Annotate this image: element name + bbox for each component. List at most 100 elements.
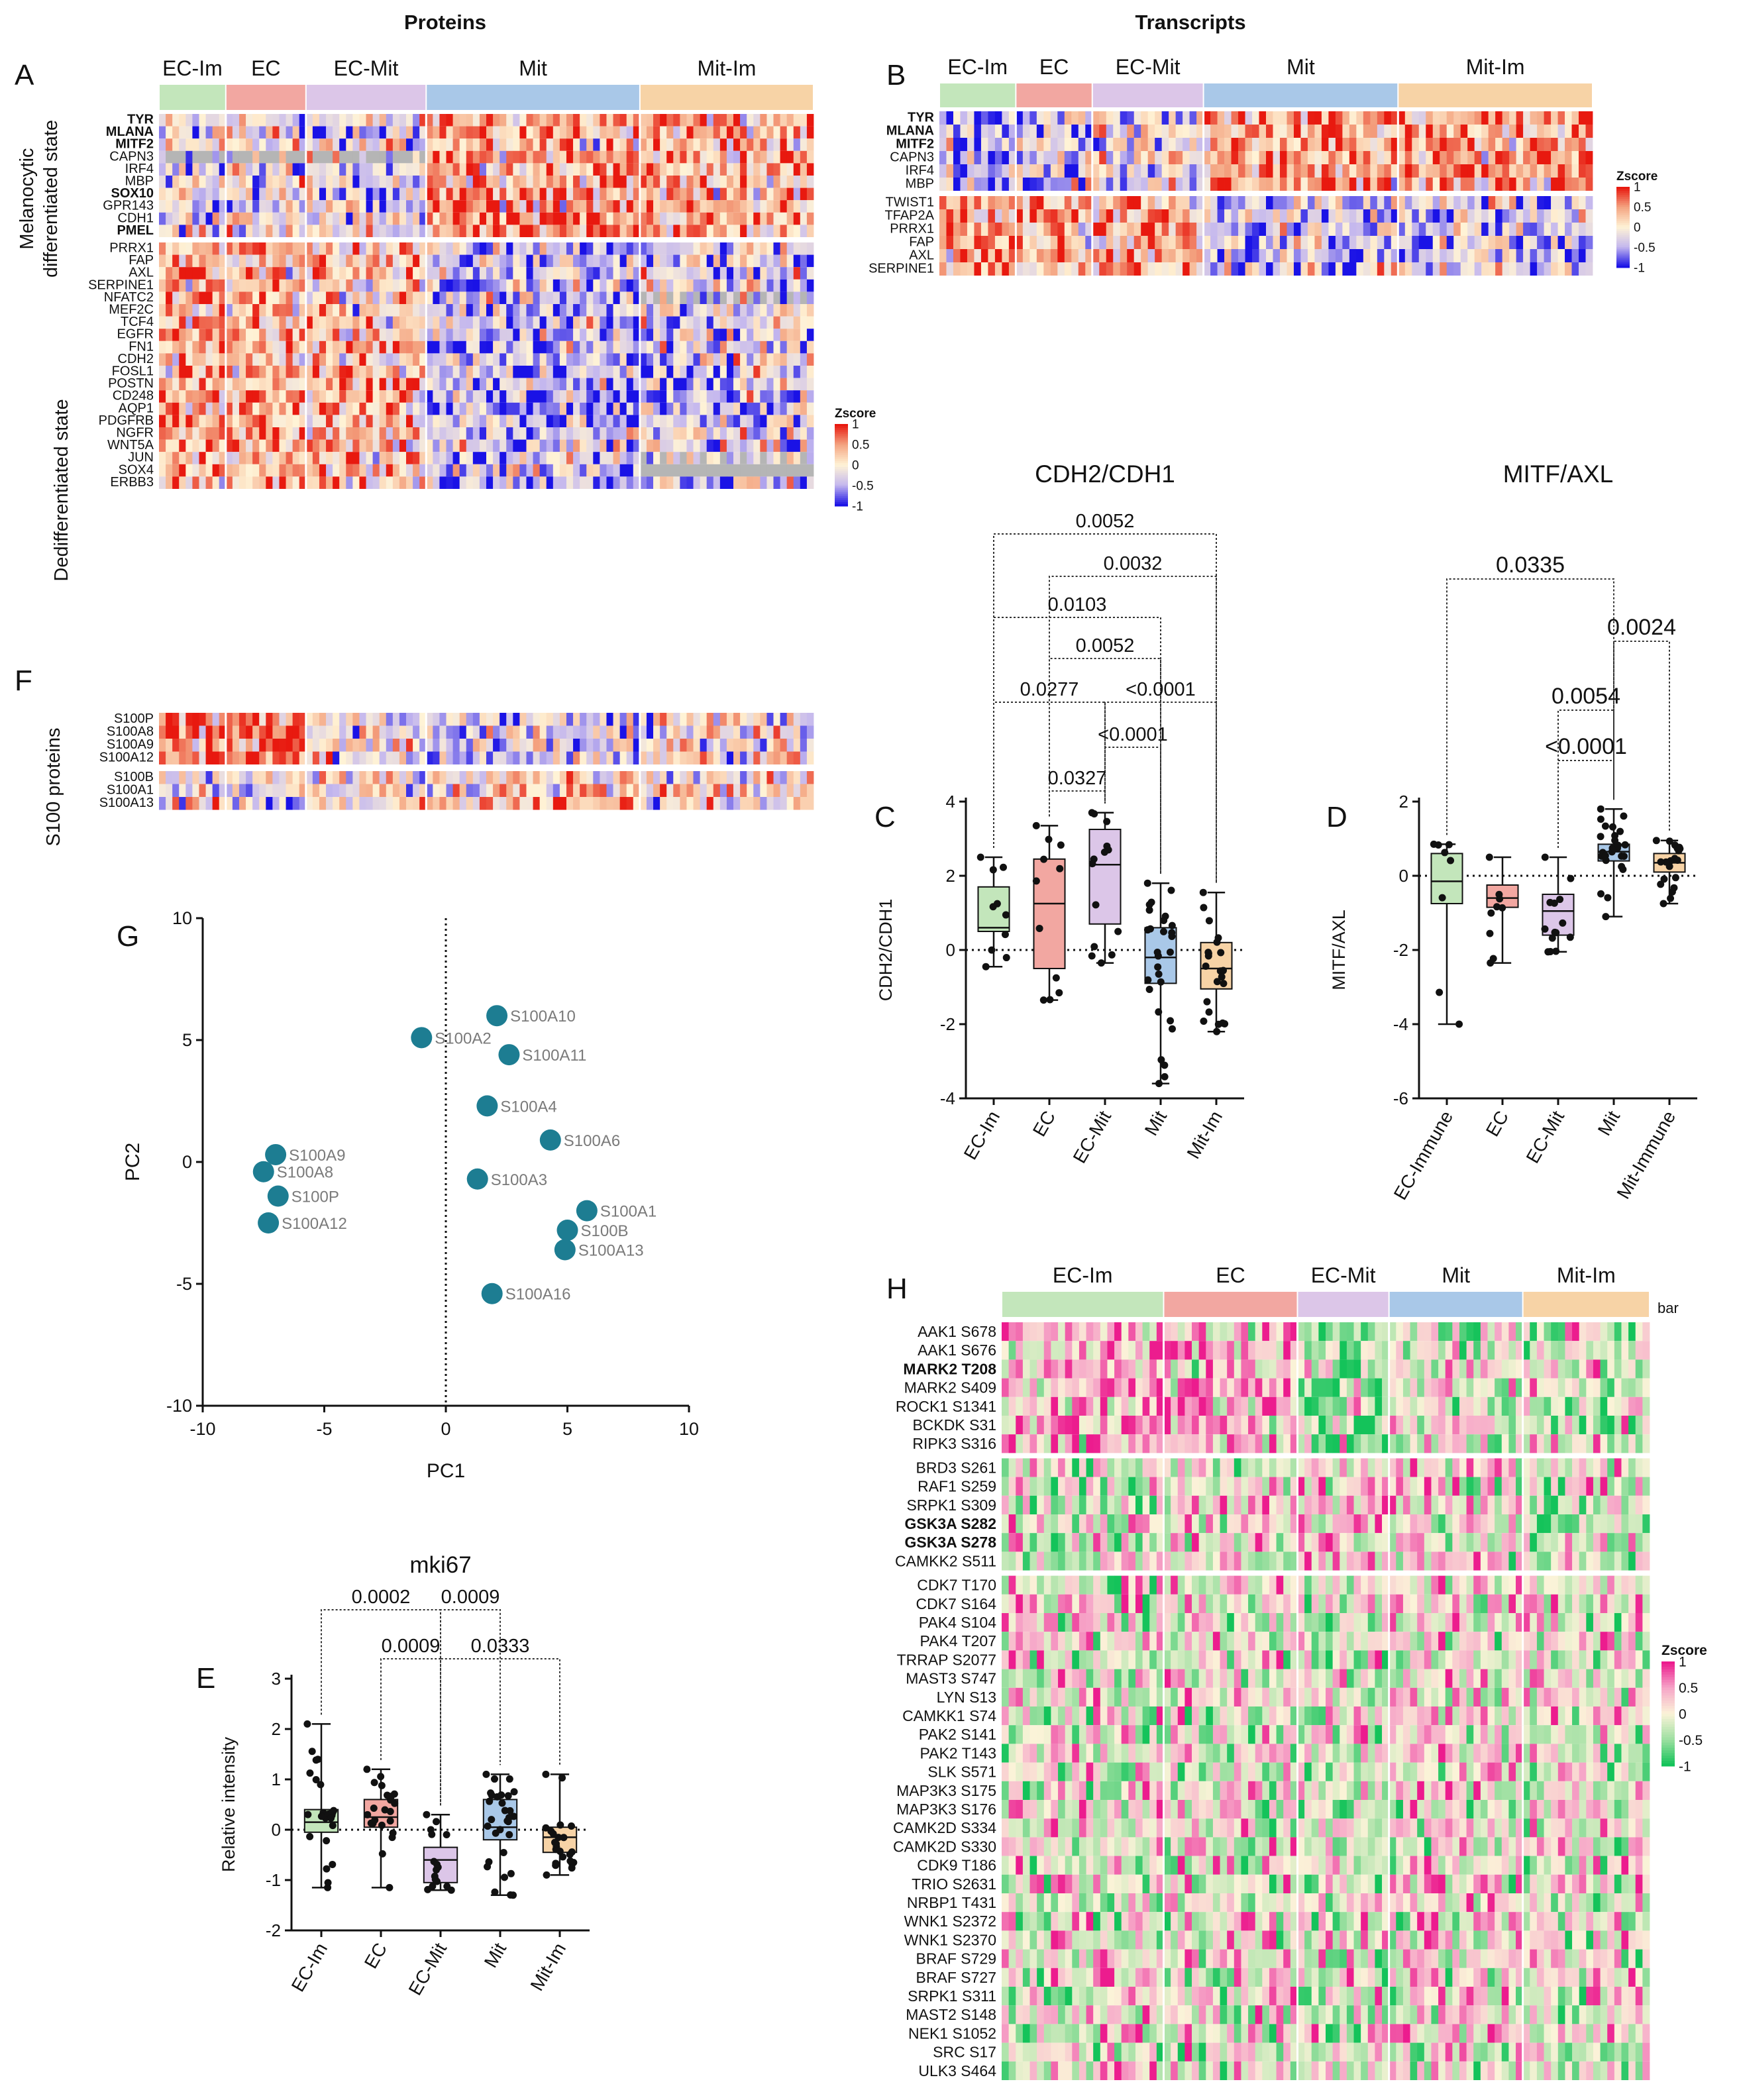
group-separator xyxy=(1202,138,1205,151)
heat-cell xyxy=(747,739,754,752)
heat-cell xyxy=(472,341,480,354)
heat-cell xyxy=(472,771,480,784)
heat-cell xyxy=(426,163,433,176)
heat-cell xyxy=(346,316,353,329)
heat-cell xyxy=(573,114,580,127)
heat-cell xyxy=(793,439,801,452)
heat-cell xyxy=(1092,236,1100,249)
heat-cell xyxy=(319,304,327,317)
heat-cell xyxy=(312,279,320,292)
heat-cell xyxy=(646,402,654,415)
heat-cell xyxy=(406,150,413,164)
heat-cell xyxy=(372,402,380,415)
heat-cell xyxy=(693,126,701,139)
heat-cell xyxy=(466,402,474,415)
heat-cell xyxy=(660,163,667,176)
heat-cell xyxy=(246,200,253,213)
heat-cell xyxy=(706,212,714,225)
heat-cell xyxy=(1370,138,1378,151)
heat-cell xyxy=(719,329,727,341)
heat-cell xyxy=(493,771,500,784)
heat-cell xyxy=(1530,223,1538,236)
heat-cell xyxy=(459,254,467,268)
heat-cell xyxy=(1155,111,1163,125)
heat-cell xyxy=(392,242,400,255)
heat-cell xyxy=(486,291,494,304)
heat-cell xyxy=(539,751,547,764)
heat-cell xyxy=(246,797,253,810)
heat-cell xyxy=(793,187,801,201)
heat-cell xyxy=(806,378,814,391)
group-separator xyxy=(1202,164,1205,178)
heat-cell xyxy=(386,187,394,201)
heat-cell xyxy=(553,126,560,139)
heat-cell xyxy=(600,254,607,268)
heat-cell xyxy=(439,150,447,164)
heat-cell xyxy=(1231,151,1239,164)
heat-cell xyxy=(372,353,380,366)
heat-cell xyxy=(693,291,701,304)
heat-cell xyxy=(773,329,780,341)
heat-cell xyxy=(1502,236,1510,249)
heat-cell xyxy=(753,427,761,440)
heat-cell xyxy=(1481,209,1489,223)
heat-cell xyxy=(686,390,694,403)
heat-cell xyxy=(686,163,694,176)
heat-cell xyxy=(419,751,427,764)
heat-cell xyxy=(740,138,747,151)
group-separator xyxy=(225,114,227,127)
heat-cell xyxy=(1043,111,1051,125)
heat-cell xyxy=(406,439,413,452)
heat-cell xyxy=(740,341,747,354)
heat-cell xyxy=(1440,151,1448,164)
heat-cell xyxy=(259,378,266,391)
heat-cell xyxy=(446,353,453,366)
heat-cell xyxy=(760,739,767,752)
heat-cell xyxy=(613,784,621,797)
heat-cell xyxy=(613,242,621,255)
heat-cell xyxy=(1557,196,1565,209)
heat-cell xyxy=(974,236,982,249)
row-label: ERBB3 xyxy=(110,475,154,490)
heat-cell xyxy=(753,267,761,280)
heat-cell xyxy=(806,114,814,127)
heat-cell xyxy=(219,126,227,139)
heat-cell xyxy=(1183,125,1190,138)
heat-cell xyxy=(660,225,667,237)
heat-cell xyxy=(753,329,761,341)
heat-cell xyxy=(1113,262,1121,276)
heat-cell xyxy=(1523,249,1530,262)
heat-cell xyxy=(793,304,801,317)
heat-cell xyxy=(486,242,494,255)
heat-cell xyxy=(433,739,440,752)
heat-cell xyxy=(566,138,574,151)
heat-cell xyxy=(639,402,647,415)
heat-cell xyxy=(726,439,734,452)
heat-cell xyxy=(680,725,687,739)
heat-cell xyxy=(259,150,266,164)
heat-cell xyxy=(166,797,173,810)
group-separator xyxy=(225,725,227,739)
heat-cell xyxy=(339,452,346,464)
heat-cell xyxy=(252,713,260,726)
heat-cell xyxy=(600,267,607,280)
heat-cell xyxy=(1460,249,1468,262)
heat-cell xyxy=(352,353,360,366)
heat-cell xyxy=(286,212,293,225)
heat-cell xyxy=(1585,125,1593,138)
heat-cell xyxy=(559,291,567,304)
heat-cell xyxy=(379,452,387,464)
heat-cell xyxy=(500,390,507,403)
heat-cell xyxy=(1113,111,1121,125)
heat-cell xyxy=(593,225,600,237)
heat-cell xyxy=(706,138,714,151)
heat-cell xyxy=(392,114,400,127)
heat-cell xyxy=(1571,164,1579,178)
heat-cell xyxy=(666,771,674,784)
group-separator xyxy=(425,725,427,739)
heat-cell xyxy=(1210,236,1218,249)
heat-cell xyxy=(760,402,767,415)
heat-cell xyxy=(266,427,273,440)
heat-cell xyxy=(726,126,734,139)
heat-cell xyxy=(546,476,554,489)
